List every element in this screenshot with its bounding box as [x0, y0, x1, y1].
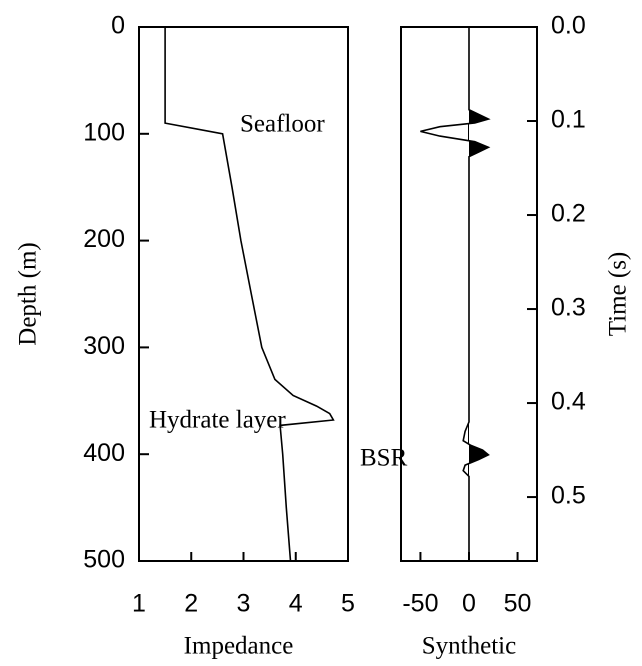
x-tick-label: 50 — [504, 590, 532, 618]
x-tick-label: 2 — [184, 590, 198, 618]
y-tick-label: 500 — [83, 546, 125, 574]
y-tick-label: 0.5 — [551, 482, 586, 510]
annotation: BSR — [360, 445, 408, 472]
annotation: Hydrate layer — [149, 407, 286, 434]
y-tick-label: 400 — [83, 439, 125, 467]
x-tick-label: 5 — [341, 590, 355, 618]
y-tick-label: 0.0 — [551, 12, 586, 40]
plot-frame — [138, 26, 349, 562]
y-axis-title: Time (s) — [605, 252, 632, 337]
y-tick-label: 0.2 — [551, 200, 586, 228]
y-tick-label: 200 — [83, 225, 125, 253]
y-tick-label: 0.4 — [551, 388, 586, 416]
y-tick-label: 300 — [83, 332, 125, 360]
trace — [164, 27, 335, 562]
y-axis-title: Depth (m) — [15, 242, 42, 345]
x-tick-label: 3 — [237, 590, 251, 618]
y-tick-label: 0.1 — [551, 106, 586, 134]
y-tick-label: 100 — [83, 118, 125, 146]
x-tick-label: -50 — [402, 590, 438, 618]
trace — [420, 27, 491, 561]
y-tick-label: 0 — [111, 12, 125, 40]
x-tick-label: 0 — [462, 590, 476, 618]
x-tick-label: 4 — [289, 590, 303, 618]
x-axis-title: Synthetic — [422, 633, 516, 660]
x-axis-title: Impedance — [184, 633, 294, 660]
annotation: Seafloor — [240, 111, 325, 138]
x-tick-label: 1 — [132, 590, 146, 618]
y-tick-label: 0.3 — [551, 294, 586, 322]
positive-fill — [468, 27, 489, 561]
